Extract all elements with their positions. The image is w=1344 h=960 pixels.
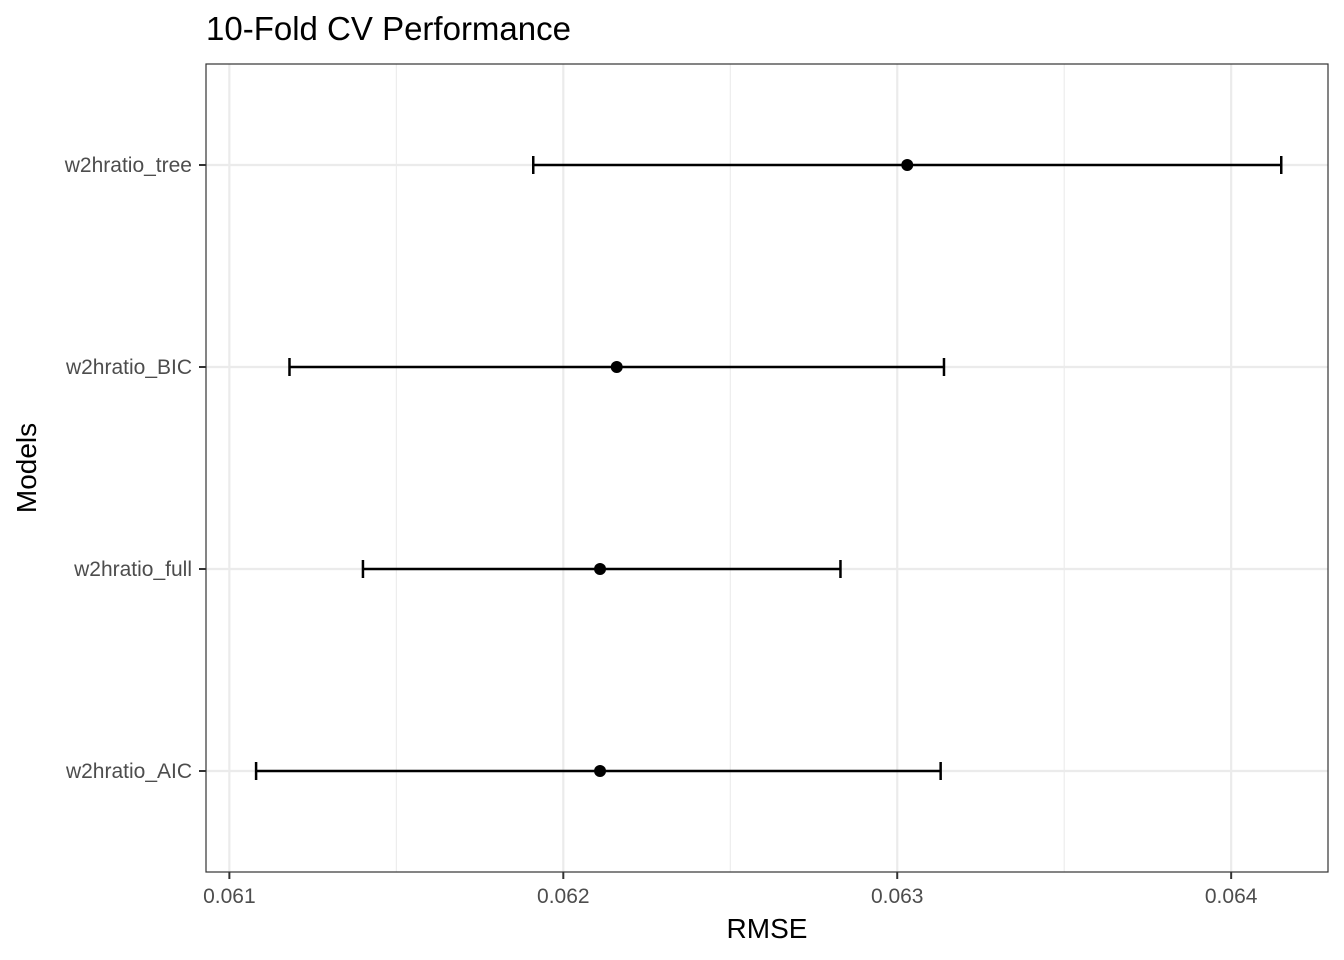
x-axis-title: RMSE	[727, 913, 808, 944]
y-tick-label: w2hratio_BIC	[65, 356, 192, 379]
minor-gridlines	[395, 64, 1065, 872]
y-axis-tick-labels: w2hratio_tree w2hratio_BIC w2hratio_full w2…	[64, 154, 192, 783]
chart-title: 10-Fold CV Performance	[206, 10, 571, 47]
mean-point-w2hratio_AIC	[594, 765, 607, 777]
x-tick-label: 0.063	[871, 885, 924, 908]
mean-point-w2hratio_BIC	[610, 361, 623, 373]
y-axis-title: Models	[11, 423, 42, 513]
plot-panel-border	[205, 63, 1329, 873]
x-axis-tick-labels: 0.061 0.062 0.063 0.064	[203, 885, 1258, 908]
y-tick-label: w2hratio_tree	[64, 154, 192, 177]
x-tick-label: 0.064	[1205, 885, 1258, 908]
y-axis-ticks	[199, 164, 206, 772]
mean-point-w2hratio_tree	[901, 159, 914, 171]
x-tick-label: 0.062	[537, 885, 590, 908]
mean-point-w2hratio_full	[594, 563, 607, 575]
y-tick-label: w2hratio_AIC	[65, 760, 192, 783]
y-tick-label: w2hratio_full	[73, 558, 192, 581]
mean-points	[594, 159, 914, 777]
x-tick-label: 0.061	[203, 885, 256, 908]
x-axis-ticks	[228, 872, 1233, 879]
